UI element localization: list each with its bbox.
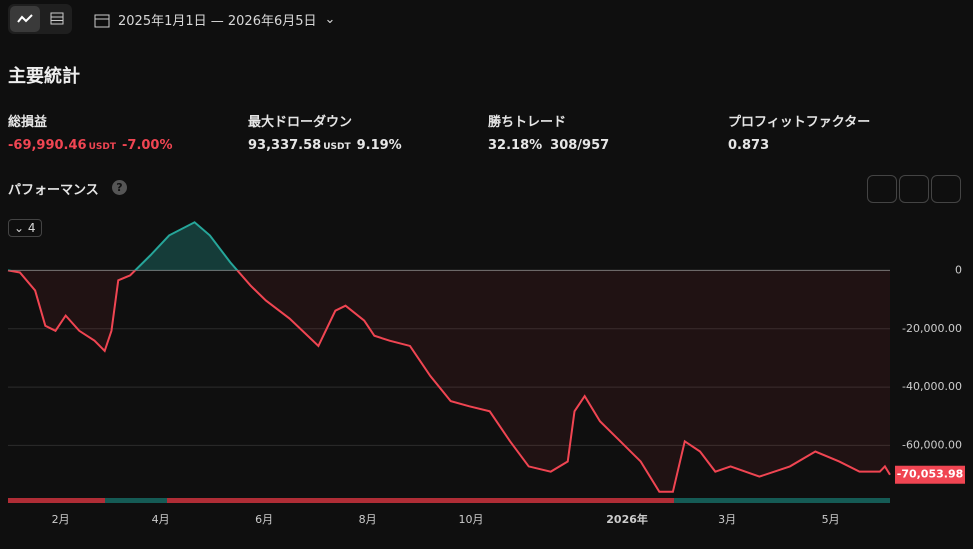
stat-value: -69,990.46 bbox=[8, 138, 87, 153]
fullscreen-button[interactable] bbox=[931, 175, 961, 203]
last-value-label: -70,053.98 bbox=[897, 468, 964, 481]
date-range-picker[interactable]: 2025年1月1日 — 2026年6月5日 ⌄ bbox=[94, 10, 335, 29]
x-tick-label: 10月 bbox=[459, 513, 484, 526]
y-tick-label: 0 bbox=[955, 263, 962, 276]
stat-unit: USDT bbox=[323, 142, 351, 152]
section-title: 主要統計 bbox=[8, 66, 80, 87]
stat-value: 32.18% bbox=[488, 138, 543, 153]
help-icon[interactable]: ? bbox=[112, 180, 127, 195]
x-tick-label: 8月 bbox=[359, 513, 377, 526]
stat-value: 0.873 bbox=[728, 138, 770, 153]
x-tick-label: 5月 bbox=[822, 513, 840, 526]
stat: 最大ドローダウン 93,337.58 USDT 9.19% bbox=[248, 111, 402, 153]
x-tick-label: 6月 bbox=[255, 513, 273, 526]
date-range: 2025年1月1日 — 2026年6月5日 bbox=[118, 14, 317, 29]
table-view-button[interactable] bbox=[42, 6, 72, 32]
stat: プロフィットファクター 0.873 bbox=[728, 111, 870, 153]
stat: 勝ちトレード 32.18% 308/957 bbox=[488, 111, 609, 153]
stat-extra: 9.19% bbox=[356, 138, 402, 153]
y-tick-label: -40,000.00 bbox=[902, 380, 962, 393]
stat: 総損益 -69,990.46 USDT -7.00% bbox=[8, 111, 173, 153]
stat-unit: USDT bbox=[88, 142, 116, 152]
x-tick-label: 2月 bbox=[52, 513, 70, 526]
stat-label: 最大ドローダウン bbox=[248, 115, 353, 130]
stat-extra: -7.00% bbox=[122, 138, 173, 153]
area-positive bbox=[135, 222, 238, 271]
performance-title: パフォーマンス bbox=[8, 183, 99, 198]
zoom-value: 4 bbox=[27, 221, 36, 235]
x-tick-label: 2026年 bbox=[606, 512, 648, 526]
x-tick-label: 3月 bbox=[718, 513, 736, 526]
y-tick-label: -60,000.00 bbox=[902, 438, 962, 451]
stat-label: 総損益 bbox=[8, 115, 48, 130]
view-toggle bbox=[8, 4, 72, 34]
line-negative bbox=[7, 270, 891, 493]
settings-button[interactable] bbox=[867, 175, 897, 203]
zoom-selector[interactable]: ⌄ 4 bbox=[8, 219, 42, 237]
chart-view-button[interactable] bbox=[10, 6, 40, 32]
stat-label: 勝ちトレード bbox=[488, 115, 567, 130]
area-negative bbox=[8, 270, 890, 492]
y-tick-label: -20,000.00 bbox=[902, 322, 962, 335]
stat-value: 93,337.58 bbox=[248, 138, 322, 153]
stat-label: プロフィットファクター bbox=[728, 115, 871, 130]
last-value-badge bbox=[895, 465, 965, 484]
x-tick-label: 4月 bbox=[152, 513, 170, 526]
stat-extra: 308/957 bbox=[550, 138, 610, 153]
screenshot-button[interactable] bbox=[899, 175, 929, 203]
